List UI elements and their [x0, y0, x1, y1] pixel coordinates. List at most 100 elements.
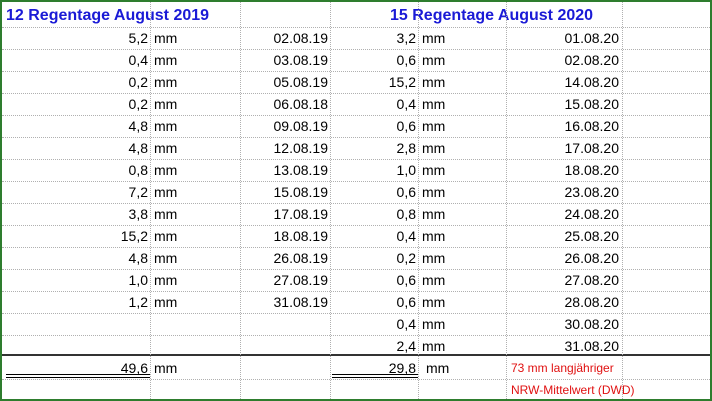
grid-line [2, 291, 710, 292]
unit: mm [154, 96, 178, 112]
date: 27.08.19 [273, 272, 329, 288]
grid-line [506, 2, 507, 399]
unit: mm [422, 206, 446, 222]
header-left: 12 Regentage August 2019 [6, 7, 210, 24]
unit: mm [422, 250, 446, 266]
date: 05.08.19 [273, 74, 329, 90]
note: 73 mm langjähriger [511, 361, 614, 375]
rain-value: 0,6 [396, 118, 416, 134]
date: 09.08.19 [273, 118, 329, 134]
unit: mm [422, 30, 446, 46]
date: 12.08.19 [273, 140, 329, 156]
date: 03.08.19 [273, 52, 329, 68]
rain-value: 5,2 [128, 30, 148, 46]
date: 18.08.20 [564, 162, 620, 178]
unit: mm [422, 338, 446, 354]
total-unit: mm [426, 360, 450, 376]
date: 27.08.20 [564, 272, 620, 288]
date: 01.08.20 [564, 30, 620, 46]
date: 16.08.20 [564, 118, 620, 134]
date: 17.08.20 [564, 140, 620, 156]
header-right: 15 Regentage August 2020 [390, 7, 594, 24]
grid-line [2, 159, 710, 160]
unit: mm [422, 184, 446, 200]
rain-value: 4,8 [128, 140, 148, 156]
unit: mm [422, 272, 446, 288]
date: 15.08.20 [564, 96, 620, 112]
rain-value: 0,4 [128, 52, 148, 68]
rain-value: 1,0 [128, 272, 148, 288]
grid-line [240, 2, 241, 399]
unit: mm [422, 316, 446, 332]
unit: mm [154, 294, 178, 310]
rain-value: 1,2 [128, 294, 148, 310]
unit: mm [422, 96, 446, 112]
rain-value: 0,6 [396, 184, 416, 200]
date: 02.08.19 [273, 30, 329, 46]
unit: mm [422, 162, 446, 178]
date: 17.08.19 [273, 206, 329, 222]
date: 02.08.20 [564, 52, 620, 68]
date: 28.08.20 [564, 294, 620, 310]
grid-line [2, 49, 710, 50]
unit: mm [154, 162, 178, 178]
double-underline [332, 374, 418, 378]
unit: mm [154, 140, 178, 156]
unit: mm [422, 140, 446, 156]
unit: mm [154, 250, 178, 266]
rain-value: 15,2 [388, 74, 416, 90]
date: 26.08.20 [564, 250, 620, 266]
rain-value: 0,4 [396, 228, 416, 244]
grid-line [622, 2, 623, 399]
unit: mm [422, 294, 446, 310]
grid-line [2, 71, 710, 72]
double-underline [6, 374, 150, 378]
grid-line [2, 379, 710, 380]
grid-line [2, 203, 710, 204]
total-left: 49,6 [120, 360, 148, 376]
date: 18.08.19 [273, 228, 329, 244]
rain-value: 1,0 [396, 162, 416, 178]
unit: mm [154, 272, 178, 288]
rain-value: 3,8 [128, 206, 148, 222]
rain-value: 0,8 [128, 162, 148, 178]
rain-value: 15,2 [120, 228, 148, 244]
rain-value: 0,6 [396, 294, 416, 310]
unit: mm [422, 118, 446, 134]
unit: mm [422, 228, 446, 244]
grid-line [2, 313, 710, 314]
rain-value: 0,6 [396, 52, 416, 68]
rain-value: 2,8 [396, 140, 416, 156]
date: 13.08.19 [273, 162, 329, 178]
rain-value: 0,2 [128, 74, 148, 90]
rain-value: 2,4 [396, 338, 416, 354]
rain-value: 3,2 [396, 30, 416, 46]
unit: mm [154, 52, 178, 68]
date: 06.08.18 [273, 96, 329, 112]
rain-value: 0,6 [396, 272, 416, 288]
grid-line [2, 27, 710, 28]
date: 31.08.19 [273, 294, 329, 310]
separator-line [2, 354, 710, 356]
unit: mm [154, 228, 178, 244]
unit: mm [154, 206, 178, 222]
grid-line [2, 335, 710, 336]
grid-line [2, 247, 710, 248]
date: 23.08.20 [564, 184, 620, 200]
grid-line [418, 2, 419, 399]
date: 15.08.19 [273, 184, 329, 200]
unit: mm [154, 184, 178, 200]
rain-value: 0,4 [396, 316, 416, 332]
unit: mm [422, 52, 446, 68]
rain-value: 0,2 [128, 96, 148, 112]
grid-line [2, 93, 710, 94]
total-unit: mm [154, 360, 178, 376]
note: NRW-Mittelwert (DWD) [511, 383, 635, 397]
date: 24.08.20 [564, 206, 620, 222]
unit: mm [422, 74, 446, 90]
grid-line [2, 137, 710, 138]
rain-value: 4,8 [128, 250, 148, 266]
date: 31.08.20 [564, 338, 620, 354]
grid-line [2, 225, 710, 226]
